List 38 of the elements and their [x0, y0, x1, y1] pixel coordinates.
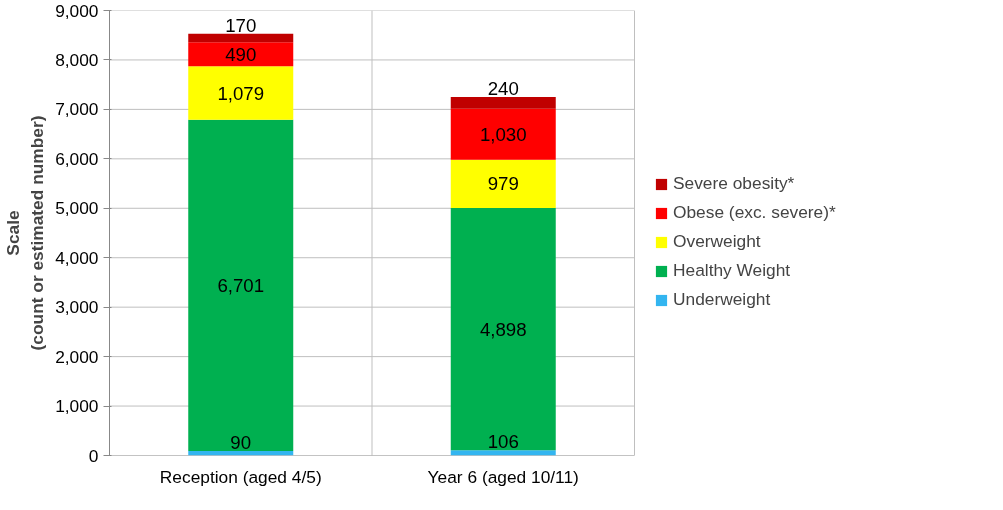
y-tick-label: 1,000	[55, 396, 99, 417]
legend-label: Overweight	[673, 231, 761, 252]
x-tick-label: Reception (aged 4/5)	[159, 466, 322, 487]
y-tick-label: 7,000	[55, 99, 99, 120]
y-tick-label: 0	[88, 445, 99, 466]
data-label: 1,079	[217, 82, 265, 104]
bar	[188, 119, 294, 452]
bar	[450, 96, 556, 109]
data-label: 240	[487, 78, 519, 100]
bar	[188, 42, 294, 67]
x-tick-label: Year 6 (aged 10/11)	[427, 466, 579, 487]
y-tick-label: 5,000	[55, 198, 99, 219]
bar	[450, 159, 556, 209]
data-label: 6,701	[217, 274, 265, 296]
legend-label: Healthy Weight	[673, 260, 791, 281]
data-label: 106	[487, 431, 519, 453]
y-tick-label: 9,000	[55, 0, 99, 21]
data-label: 1,030	[479, 123, 527, 145]
data-label: 90	[230, 432, 252, 454]
legend-label: Severe obesity*	[673, 173, 795, 194]
y-tick-label: 4,000	[55, 247, 99, 268]
y-axis-title: Scale (count or estimated number)	[3, 115, 48, 351]
y-tick-label: 3,000	[55, 297, 99, 318]
bar	[188, 451, 294, 456]
y-tick-label: 8,000	[55, 49, 99, 70]
bar	[188, 33, 294, 43]
data-label: 170	[225, 14, 257, 36]
bar	[450, 108, 556, 160]
y-tick-label: 6,000	[55, 148, 99, 169]
y-tick-label: 2,000	[55, 346, 99, 367]
legend-label: Obese (exc. severe)*	[673, 202, 836, 223]
bar	[450, 208, 556, 451]
bar	[450, 450, 556, 456]
legend-label: Underweight	[673, 289, 771, 310]
data-label: 4,898	[479, 318, 527, 340]
data-label: 979	[487, 173, 519, 195]
bar	[188, 66, 294, 120]
data-label: 490	[225, 43, 257, 65]
